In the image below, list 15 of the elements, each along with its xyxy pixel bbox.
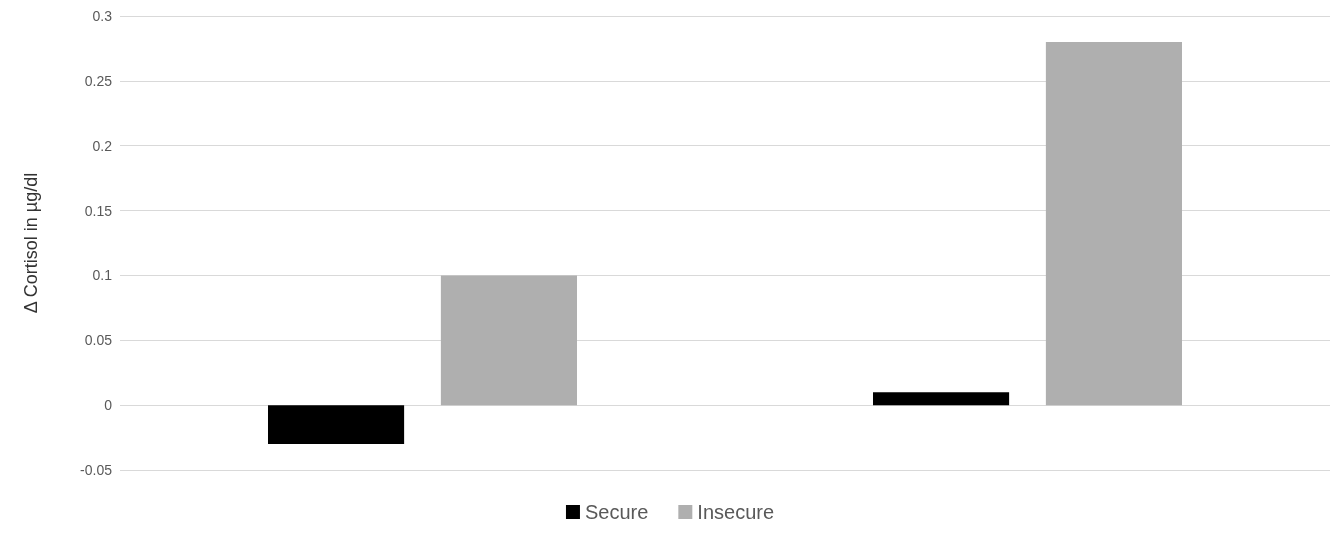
y-axis-title: Δ Cortisol in µg/dl (21, 172, 41, 314)
bar (268, 405, 405, 445)
bar (873, 392, 1010, 406)
y-tick-label: 0 (104, 397, 113, 414)
legend-label: Secure (584, 501, 649, 523)
y-tick-label: 0.25 (84, 72, 113, 89)
y-tick-label: 0.3 (92, 8, 113, 24)
y-tick-label: 0.2 (92, 137, 113, 154)
legend-label: Insecure (697, 501, 775, 523)
y-tick-label: 0.1 (92, 267, 113, 284)
y-tick-label: 0.15 (84, 202, 113, 219)
bar (440, 275, 577, 406)
y-tick-label: 0.05 (84, 332, 113, 349)
y-tick-label: -0.05 (80, 462, 113, 478)
bar (1045, 41, 1182, 406)
